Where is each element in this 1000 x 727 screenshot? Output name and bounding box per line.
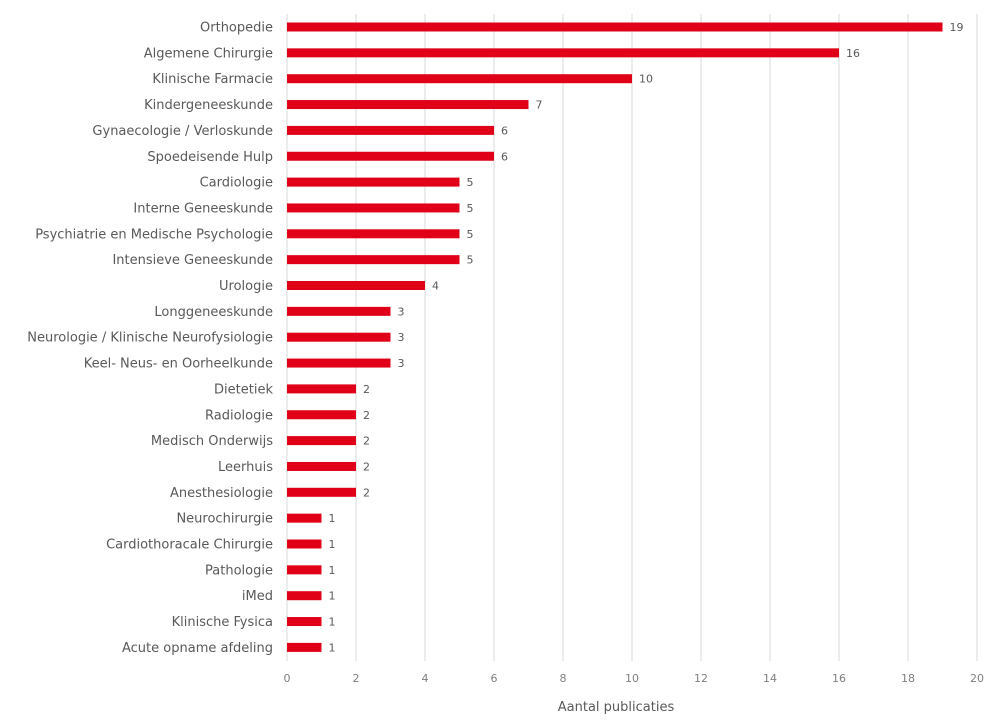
data-label-21: 1 (329, 564, 336, 577)
data-label-6: 5 (467, 176, 474, 189)
bar-17 (287, 461, 356, 471)
bar-10 (287, 281, 425, 290)
bar-3 (287, 100, 529, 110)
category-label-4: Gynaecologie / Verloskunde (92, 124, 273, 139)
data-label-15: 2 (363, 409, 370, 422)
category-label-3: Kindergeneeskunde (144, 98, 273, 113)
x-tick-label-4: 4 (422, 672, 429, 685)
bar-15 (287, 410, 356, 420)
data-label-23: 1 (329, 616, 336, 629)
bar-5 (287, 151, 494, 161)
data-label-0: 19 (950, 21, 964, 34)
category-label-1: Algemene Chirurgie (144, 46, 273, 61)
bar-12 (287, 332, 391, 342)
data-label-1: 16 (846, 47, 860, 60)
category-label-5: Spoedeisende Hulp (147, 150, 273, 165)
data-label-9: 5 (467, 254, 474, 267)
data-label-18: 2 (363, 486, 370, 499)
gridlines (286, 14, 978, 661)
category-label-8: Psychiatrie en Medische Psychologie (35, 227, 273, 242)
bar-8 (287, 229, 460, 239)
data-label-19: 1 (329, 512, 336, 525)
data-label-20: 1 (329, 538, 336, 551)
x-tick-label-6: 6 (491, 672, 498, 685)
category-label-0: Orthopedie (200, 21, 273, 36)
data-label-3: 7 (536, 99, 543, 112)
category-label-11: Longgeneeskunde (154, 305, 273, 320)
x-tick-label-8: 8 (560, 672, 567, 685)
bar-13 (287, 358, 391, 368)
category-label-17: Leerhuis (218, 460, 273, 475)
data-label-17: 2 (363, 460, 370, 473)
bar-18 (287, 487, 356, 497)
bar-14 (287, 384, 356, 394)
bar-11 (287, 306, 391, 316)
bar-4 (287, 125, 494, 135)
category-labels: Orthopedie Algemene Chirurgie Klinische Fa… (27, 21, 273, 656)
category-label-21: Pathologie (205, 563, 273, 578)
data-labels: 19 16 10 7 6 6 5 5 5 5 4 3 3 3 2 2 2 2 2 1 1 1 1 1 1 (329, 21, 964, 654)
data-label-24: 1 (329, 641, 336, 654)
bar-1 (287, 48, 839, 58)
bar-7 (287, 203, 460, 213)
category-label-16: Medisch Onderwijs (151, 434, 273, 449)
data-label-13: 3 (398, 357, 405, 370)
data-label-7: 5 (467, 202, 474, 215)
x-tick-label-2: 2 (353, 672, 360, 685)
bar-16 (287, 436, 356, 446)
data-label-11: 3 (398, 305, 405, 318)
category-label-18: Anesthesiologie (170, 486, 273, 501)
bar-0 (287, 22, 943, 32)
bar-20 (287, 539, 322, 549)
bar-22 (287, 591, 322, 601)
bar-24 (287, 642, 322, 652)
data-label-10: 4 (432, 280, 439, 293)
x-tick-label-16: 16 (832, 672, 846, 685)
data-label-16: 2 (363, 435, 370, 448)
category-label-19: Neurochirurgie (176, 512, 273, 527)
category-label-7: Interne Geneeskunde (133, 201, 273, 216)
data-label-14: 2 (363, 383, 370, 396)
x-tick-label-10: 10 (625, 672, 639, 685)
x-tick-label-12: 12 (694, 672, 708, 685)
category-label-23: Klinische Fysica (172, 615, 273, 630)
category-label-13: Keel- Neus- en Oorheelkunde (84, 357, 273, 372)
category-label-15: Radiologie (205, 408, 273, 423)
data-label-5: 6 (501, 150, 508, 163)
category-label-20: Cardiothoracale Chirurgie (106, 538, 273, 553)
x-axis-title: Aantal publicaties (558, 700, 675, 715)
category-label-2: Klinische Farmacie (152, 72, 273, 87)
category-label-14: Dietetiek (214, 382, 273, 397)
bar-6 (287, 177, 460, 187)
category-label-24: Acute opname afdeling (122, 641, 273, 656)
data-label-22: 1 (329, 590, 336, 603)
x-tick-label-20: 20 (970, 672, 984, 685)
category-label-12: Neurologie / Klinische Neurofysiologie (27, 331, 273, 346)
bar-23 (287, 617, 322, 627)
x-tick-label-18: 18 (901, 672, 915, 685)
data-label-8: 5 (467, 228, 474, 241)
data-label-12: 3 (398, 331, 405, 344)
bar-19 (287, 513, 322, 523)
bar-2 (287, 74, 632, 84)
data-label-2: 10 (639, 73, 653, 86)
category-label-22: iMed (242, 589, 273, 604)
data-label-4: 6 (501, 124, 508, 137)
bar-9 (287, 255, 460, 265)
x-tick-label-14: 14 (763, 672, 777, 685)
bar-21 (287, 565, 322, 575)
category-label-6: Cardiologie (200, 176, 273, 191)
x-tick-label-0: 0 (284, 672, 291, 685)
category-label-9: Intensieve Geneeskunde (112, 253, 273, 268)
bars (287, 22, 943, 652)
x-axis-ticks: 0 2 4 6 8 10 12 14 16 18 20 (284, 672, 985, 685)
category-label-10: Urologie (219, 279, 273, 294)
